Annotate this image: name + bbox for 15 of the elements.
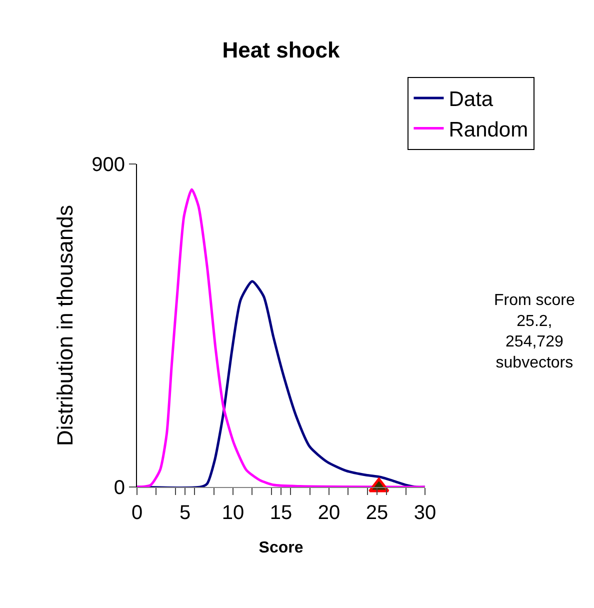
x-tick-label: 5: [179, 502, 191, 524]
line-series: [137, 188, 425, 487]
x-tick-label: 20: [318, 502, 340, 524]
legend-label: Random: [448, 118, 528, 142]
x-tick-label: 10: [222, 502, 244, 524]
x-tick-label: 25: [366, 502, 388, 524]
chart-title: Heat shock: [222, 38, 340, 63]
x-tick-label: 15: [270, 502, 292, 524]
x-tick-label: 0: [131, 502, 143, 524]
text: From score 25.2, 254,729 subvectors: [494, 292, 575, 372]
x-tick-label: 30: [414, 502, 436, 524]
legend-label: Data: [448, 88, 494, 112]
y-tick-label: 900: [92, 154, 125, 176]
y-axis-title: Distribution in thousands: [52, 205, 78, 446]
x-axis-title: Score: [258, 540, 304, 557]
